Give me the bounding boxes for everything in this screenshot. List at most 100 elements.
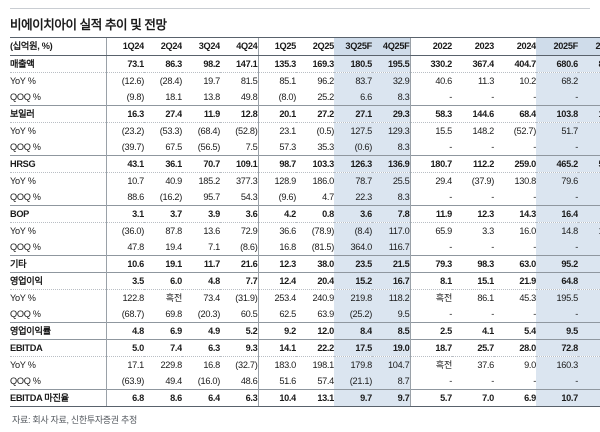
table-row: QOQ % 88.6 (16.2) 95.7 54.3 (9.6) 4.7 22.3 8.3- -… (10, 189, 600, 206)
row-label: YoY % (10, 222, 106, 239)
cell-value: 19.0 (372, 339, 410, 357)
cell-value: 72.9 (220, 222, 258, 239)
table-row: YoY % 17.1 229.8 16.8 (32.7) 183.0 198.1 179.8 1… (10, 356, 600, 373)
table-row: BOP 3.1 3.7 3.9 3.6 4.2 0.8 3.6 7.8 11.9 12.3 14.3 1… (10, 205, 600, 223)
cell-value: 98.3 (452, 255, 494, 273)
cell-value: 3.6 (334, 205, 372, 223)
cell-value: 19.4 (165, 242, 182, 252)
cell-value: 5.2 (220, 322, 258, 340)
table-row: 기타 10.6 19.1 11.7 21.6 12.3 38.0 23.5 21.5 79.3 98… (10, 255, 600, 273)
row-label: QOQ % (10, 376, 41, 386)
cell-value: 73.1 (105, 55, 144, 73)
cell-value: 367.4 (452, 55, 494, 73)
cell-value: 6.9 (144, 322, 182, 340)
cell-value: 15.2 (334, 272, 372, 290)
row-label: EBITDA 마진율 (10, 389, 106, 407)
cell-value: 85.1 (257, 72, 296, 89)
cell-value: 62.5 (257, 306, 296, 323)
cell-value: (78.9) (296, 222, 334, 239)
cell-value: - (491, 142, 494, 152)
cell-value: 4.7 (322, 192, 334, 202)
column-header-2Q24: 2Q24 (144, 37, 182, 56)
table-body: (십억원, %) 1Q24 2Q24 3Q24 4Q24 1Q25 2Q25 3Q25F 4Q2… (10, 37, 600, 407)
cell-value: (56.5) (197, 142, 220, 152)
row-label: YoY % (10, 356, 106, 373)
cell-value: 147.1 (220, 55, 258, 73)
cell-value: 3.1 (105, 205, 144, 223)
table-row: QOQ % (63.9) 49.4 (16.0) 48.6 51.6 57.4 (21.1) 8… (10, 373, 600, 390)
cell-value: (9.6) (257, 189, 296, 206)
unit-label: (십억원, %) (10, 37, 106, 56)
cell-value: 92.0 (578, 255, 600, 273)
row-label: QOQ % (10, 142, 41, 152)
cell-value: - (536, 306, 578, 323)
cell-value: - (533, 309, 536, 319)
cell-value: - (578, 89, 600, 106)
cell-value: 36.6 (257, 222, 296, 239)
cell-value: 14.1 (257, 339, 296, 357)
table-row: YoY % 122.8 흑전 73.4 (31.9) 253.4 240.9 219.8 118… (10, 289, 600, 306)
cell-value: - (409, 239, 452, 256)
cell-value: 3.7 (144, 205, 182, 223)
cell-value: (0.5) (296, 122, 334, 139)
cell-value: 98.7 (257, 155, 296, 173)
cell-value: - (578, 239, 600, 256)
cell-value: 9.3 (220, 339, 258, 357)
cell-value: (25.2) (334, 306, 372, 323)
report-title-bar: 비에이치아이 실적 추이 및 전망 (10, 8, 590, 37)
column-header-2Q25: 2Q25 (296, 37, 334, 56)
cell-value: 12.3 (452, 205, 494, 223)
row-label: 기타 (10, 255, 106, 273)
cell-value: (20.3) (197, 309, 220, 319)
cell-value: - (409, 89, 452, 106)
cell-value: 65.9 (409, 222, 452, 239)
table-row: QOQ % (39.7) 67.5 (56.5) 7.5 57.3 35.3 (0.6) 8.3… (10, 139, 600, 156)
row-label: QOQ % (10, 309, 41, 319)
cell-value: (28.4) (144, 72, 182, 89)
cell-value: (12.6) (105, 72, 144, 89)
cell-value: 4.1 (452, 322, 494, 340)
cell-value: 11.9 (409, 205, 452, 223)
cell-value: 54.3 (240, 192, 258, 202)
table-row: 영업이익률 4.8 6.9 4.9 5.2 9.2 12.0 8.4 8.5 2.5 4.1 5.4 9… (10, 322, 600, 340)
cell-value: 183.0 (257, 356, 296, 373)
cell-value: 3.9 (182, 205, 220, 223)
cell-value: 37.6 (452, 356, 494, 373)
cell-value: 64.8 (536, 272, 578, 290)
cell-value: (31.9) (220, 289, 258, 306)
cell-value: 103.7 (578, 222, 600, 239)
cell-value: - (491, 376, 494, 386)
cell-value: 7.1 (208, 242, 220, 252)
cell-value: 29.3 (372, 105, 410, 123)
cell-value: 16.4 (536, 205, 578, 223)
cell-value: 86.3 (144, 55, 182, 73)
cell-value: 16.7 (372, 272, 410, 290)
cell-value: 20.1 (257, 105, 296, 123)
column-header-1Q24: 1Q24 (105, 37, 144, 56)
cell-value: 11.7 (182, 255, 220, 273)
cell-value: 2.5 (409, 322, 452, 340)
cell-value: 21.5 (372, 255, 410, 273)
cell-value: - (409, 189, 452, 206)
row-label: QOQ % (10, 92, 41, 102)
cell-value: 57.3 (257, 139, 296, 156)
cell-value: 25.2 (317, 92, 334, 102)
cell-value: 51.7 (536, 122, 578, 139)
cell-value: 흑전 (144, 289, 182, 306)
cell-value: 10.7 (536, 389, 578, 407)
column-header-4Q25F: 4Q25F (372, 37, 410, 56)
cell-value: 8.5 (372, 322, 410, 340)
cell-value: 70.7 (182, 155, 220, 173)
cell-value: 73.4 (182, 289, 220, 306)
cell-value: 112.2 (452, 155, 494, 173)
cell-value: 68.4 (494, 105, 536, 123)
table-row: YoY % (23.2) (53.3) (68.4) (52.8) 23.1 (0.5) 12… (10, 122, 600, 139)
cell-value: 45.3 (494, 289, 536, 306)
cell-value: 104.7 (372, 356, 410, 373)
cell-value: - (578, 189, 600, 206)
cell-value: 330.2 (409, 55, 452, 73)
cell-value: 180.5 (334, 55, 372, 73)
cell-value: 7.4 (144, 339, 182, 357)
cell-value: 78.7 (334, 172, 372, 189)
cell-value: 185.2 (182, 172, 220, 189)
